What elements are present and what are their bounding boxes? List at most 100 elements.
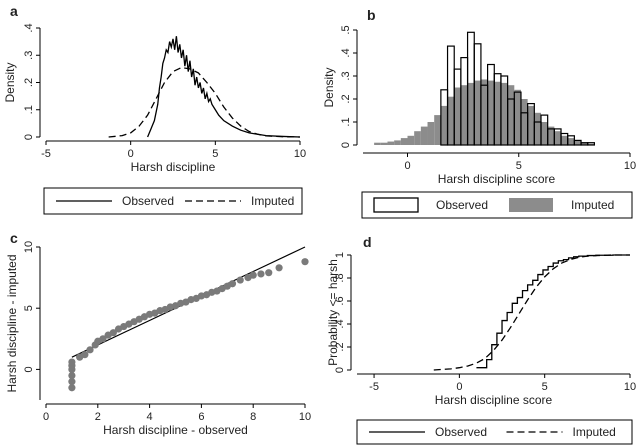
x-tick-label: 8 (250, 411, 256, 423)
scatter-point (236, 276, 244, 284)
legend: Observed Imputed (356, 419, 633, 445)
scatter-point (68, 378, 76, 386)
y-axis-title: Density (3, 62, 17, 102)
y-tick-label: .4 (340, 48, 352, 57)
scatter-point (249, 271, 257, 279)
histogram-bar-imputed (534, 112, 541, 145)
y-axis-title: Harsh discipline - imputed (5, 254, 19, 392)
scatter-point (68, 371, 76, 380)
histogram-bar-imputed (500, 82, 508, 145)
legend-label: Observed (436, 198, 488, 212)
histogram-bar-imputed (554, 131, 562, 145)
panel-label-b: b (367, 7, 376, 23)
histogram-bar-imputed (440, 105, 448, 145)
x-tick-label: 2 (95, 411, 101, 423)
histogram-bar-imputed (420, 126, 428, 145)
histogram-bar-imputed (487, 80, 495, 145)
histogram-bar-imputed (480, 79, 488, 145)
legend-label: Imputed (571, 198, 614, 212)
histogram-bar-imputed (561, 135, 568, 145)
histogram-bar-imputed (467, 82, 475, 145)
histogram-bar-imputed (427, 122, 435, 145)
x-tick-label: 4 (147, 411, 153, 423)
series-line-observed (476, 254, 630, 369)
histogram-bar-imputed (460, 85, 468, 145)
y-tick-label: .4 (23, 23, 35, 32)
x-tick-label: -5 (41, 148, 51, 160)
histogram-bar-imputed (454, 87, 461, 145)
legend: Observed Imputed (43, 187, 303, 215)
panel-label-d: d (363, 234, 372, 250)
y-axis-title: Density (322, 67, 336, 107)
panel-label-c: c (10, 230, 18, 246)
histogram-bar-imputed (394, 140, 401, 145)
series-line-observed (146, 36, 301, 138)
scatter-point (68, 358, 76, 366)
panel-label-a: a (10, 3, 18, 19)
scatter-point (265, 269, 273, 277)
y-tick-label: .1 (340, 117, 352, 126)
x-tick-label: 0 (404, 160, 410, 172)
panel-b: b 0 5 10 0 .1 .2 .3 .4 .5 Harsh discipline score De… (322, 7, 636, 219)
x-tick-label: 10 (624, 160, 636, 172)
y-axis-title: Probability <= harsh (326, 259, 340, 366)
y-tick-label: .2 (334, 342, 346, 351)
x-tick-label: 5 (542, 381, 548, 393)
x-tick-label: 0 (456, 381, 462, 393)
histogram-bar-imputed (527, 105, 535, 145)
x-tick-label: 10 (624, 381, 636, 393)
x-tick-label: 0 (128, 148, 134, 160)
panel-c: c 0 2 4 6 8 10 0 5 10 Harsh discipline - observed H… (5, 230, 311, 437)
y-tick-label: 0 (23, 134, 35, 140)
scatter-point (257, 270, 265, 278)
histogram-bar-imputed (387, 141, 395, 145)
legend-label: Imputed (573, 425, 616, 439)
histogram-bar-imputed (414, 131, 421, 145)
y-tick-label: .5 (340, 25, 352, 34)
histogram-bar-imputed (520, 99, 528, 145)
y-tick-label: .2 (23, 78, 35, 87)
y-tick-label: .8 (334, 273, 346, 282)
scatter-point (275, 264, 283, 272)
histogram-bar-imputed (574, 140, 582, 145)
histogram-bar-imputed (541, 122, 548, 145)
y-tick-label: 0 (23, 366, 35, 372)
x-tick-label: 6 (198, 411, 204, 423)
series-line-imputed (108, 66, 301, 138)
y-tick-label: .1 (23, 105, 35, 114)
scatter-point (99, 335, 107, 343)
y-tick-label: .4 (334, 319, 346, 328)
histogram-bar-imputed (400, 138, 408, 145)
histogram-bar-imputed (494, 81, 501, 145)
legend-swatch-imputed (509, 198, 553, 212)
x-axis-title: Harsh discipline score (438, 172, 556, 186)
legend-label: Imputed (251, 194, 294, 208)
legend-swatch-observed (373, 197, 419, 213)
x-axis-title: Harsh discipline (131, 160, 216, 174)
y-tick-label: 0 (334, 367, 346, 373)
histogram-bar-imputed (447, 96, 455, 145)
x-axis-title: Harsh discipline - observed (103, 423, 248, 437)
y-tick-label: .3 (23, 51, 35, 60)
histogram-bar-observed (587, 142, 595, 146)
x-axis-title: Harsh discipline score (435, 393, 553, 407)
legend-box (361, 191, 633, 219)
histogram-bar-imputed (581, 142, 588, 145)
y-tick-label: .3 (340, 71, 352, 80)
y-tick-label: 5 (23, 305, 35, 311)
x-tick-label: 10 (294, 148, 306, 160)
scatter-point (86, 346, 94, 354)
x-tick-label: 5 (516, 160, 522, 172)
scatter-point (68, 384, 76, 392)
panel-d: d -5 0 5 10 0 .2 .4 .6 .8 1 Harsh discipline score P… (326, 234, 636, 445)
panel-a: a -5 0 5 10 0 .1 .2 .3 .4 Harsh discipline Density O… (3, 3, 306, 215)
y-tick-label: 10 (23, 241, 35, 253)
histogram-bar-imputed (507, 85, 515, 145)
x-tick-label: 5 (212, 148, 218, 160)
x-tick-label: 0 (43, 411, 49, 423)
legend-label: Observed (122, 194, 174, 208)
histogram-bar-imputed (434, 115, 441, 145)
y-tick-label: 0 (340, 142, 352, 148)
histogram-bar-imputed (474, 80, 481, 145)
